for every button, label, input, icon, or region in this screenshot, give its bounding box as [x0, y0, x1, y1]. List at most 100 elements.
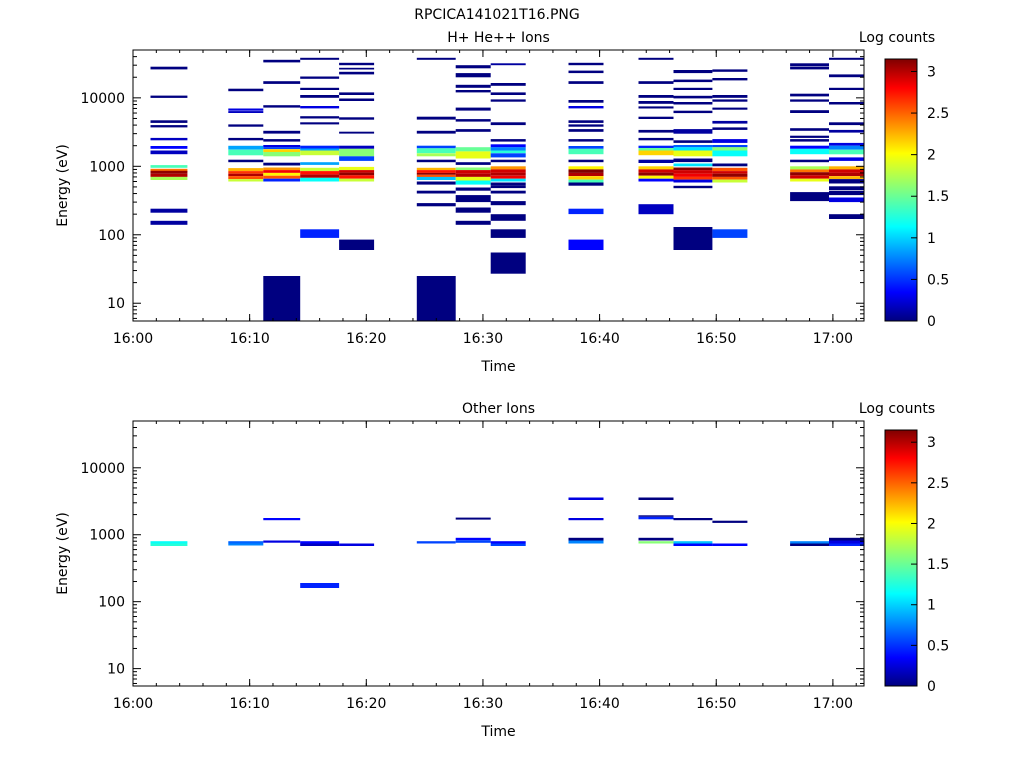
colorbar-tick-label: 0 — [927, 314, 936, 330]
data-cell — [490, 214, 526, 221]
data-cell — [790, 148, 829, 155]
data-cell — [712, 179, 748, 183]
data-cell — [263, 139, 301, 142]
data-cell — [228, 111, 264, 113]
data-cell — [790, 541, 829, 544]
data-cell — [455, 167, 491, 171]
data-cell — [638, 159, 674, 163]
data-cell — [673, 147, 713, 151]
data-cell — [455, 207, 491, 213]
data-cell — [829, 537, 864, 541]
other-ions-colorbar — [884, 429, 918, 687]
data-cell — [416, 57, 456, 60]
data-cell — [568, 182, 604, 186]
data-cell — [300, 583, 340, 588]
data-cell — [673, 518, 713, 521]
data-cell — [228, 168, 264, 172]
data-cell — [455, 84, 491, 88]
figure-title: RPCICA141021T16.PNG — [414, 7, 579, 23]
data-cell — [228, 159, 264, 163]
data-cell — [790, 145, 829, 149]
data-cell — [790, 175, 829, 179]
data-cell — [228, 541, 264, 544]
data-cell — [829, 57, 864, 60]
data-cell — [638, 137, 674, 141]
data-cell — [150, 220, 188, 225]
data-cell — [568, 148, 604, 155]
data-cell — [568, 129, 604, 132]
data-cell — [455, 187, 491, 191]
data-cell — [638, 129, 674, 133]
data-cell — [490, 185, 526, 189]
data-cell — [829, 543, 864, 546]
h-he-ions-cells — [150, 57, 864, 321]
data-cell — [228, 137, 264, 141]
data-cell — [339, 145, 375, 149]
data-cell — [490, 175, 526, 179]
data-cell — [568, 81, 604, 84]
data-cell — [568, 62, 604, 66]
data-cell — [490, 99, 526, 102]
data-cell — [673, 163, 713, 167]
data-cell — [339, 98, 375, 101]
data-cell — [490, 182, 526, 186]
data-cell — [568, 537, 604, 541]
data-cell — [300, 106, 340, 109]
data-cell — [455, 65, 491, 69]
data-cell — [228, 145, 264, 150]
data-cell — [712, 95, 748, 98]
data-cell — [339, 239, 375, 250]
data-cell — [150, 541, 188, 544]
data-cell — [416, 174, 456, 177]
data-cell — [790, 135, 829, 138]
data-cell — [300, 122, 340, 125]
data-cell — [790, 169, 829, 173]
y-tick-label: 1000 — [89, 159, 125, 175]
data-cell — [263, 147, 301, 150]
data-cell — [263, 518, 301, 521]
data-cell — [228, 171, 264, 174]
data-cell — [300, 162, 340, 165]
other-ions-x-axis-label: Time — [480, 724, 515, 740]
data-cell — [150, 173, 188, 177]
data-cell — [712, 69, 748, 72]
data-cell — [228, 88, 264, 92]
data-cell — [455, 162, 491, 165]
data-cell — [263, 175, 301, 179]
x-tick-label: 16:40 — [579, 696, 619, 712]
h-he-ions-y-axis-label: Energy (eV) — [55, 144, 71, 227]
h-he-ions-panel: H+ He++ Ions 16:00 16:10 16:20 16:30 16:40 16:… — [55, 30, 949, 375]
data-cell — [673, 543, 713, 546]
data-cell — [638, 106, 674, 109]
data-cell — [455, 537, 491, 541]
data-cell — [263, 172, 301, 176]
data-cell — [490, 252, 526, 274]
data-cell — [673, 158, 713, 163]
data-cell — [673, 87, 713, 90]
data-cell — [339, 156, 375, 161]
data-cell — [712, 78, 748, 81]
data-cell — [568, 106, 604, 109]
data-cell — [416, 176, 456, 180]
y-tick-label: 10 — [107, 662, 125, 678]
data-cell — [568, 100, 604, 103]
data-cell — [455, 180, 491, 185]
y-tick-label: 10000 — [80, 91, 125, 107]
data-cell — [568, 179, 604, 183]
data-cell — [829, 87, 864, 90]
data-cell — [490, 92, 526, 95]
data-cell — [638, 81, 674, 84]
data-cell — [263, 276, 301, 321]
data-cell — [455, 220, 491, 225]
data-cell — [829, 176, 864, 180]
data-cell — [490, 541, 526, 544]
data-cell — [416, 167, 456, 171]
data-cell — [339, 170, 375, 173]
data-cell — [673, 170, 713, 174]
data-cell — [416, 541, 456, 544]
data-cell — [455, 107, 491, 111]
colorbar-tick-label: 1 — [927, 598, 936, 614]
other-ions-plot-frame — [132, 420, 865, 687]
data-cell — [790, 192, 829, 198]
